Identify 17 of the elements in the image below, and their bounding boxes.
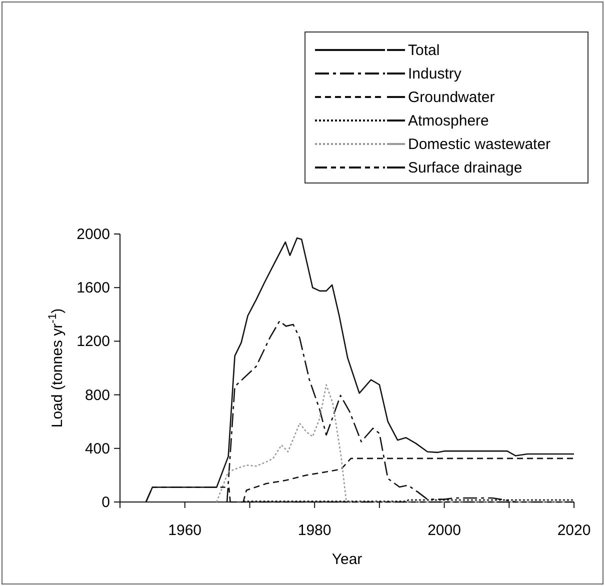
x-tick-label: 1980 [298,522,332,539]
y-tick-label: 2000 [76,226,110,243]
legend-label: Groundwater [408,89,495,106]
legend-label: Industry [408,66,462,82]
x-tick-label: 2020 [557,522,591,539]
y-tick-label: 1600 [76,280,110,297]
legend-label: Total [408,42,440,59]
y-tick-label: 1200 [76,333,110,350]
x-axis-title: Year [332,551,362,568]
x-tick-label: 1960 [168,522,202,539]
x-tick-label: 2000 [428,522,461,539]
legend-label: Domestic wastewater [408,136,551,153]
legend-label: Atmosphere [408,112,489,130]
y-tick-label: 800 [84,386,110,404]
y-tick-label: 400 [84,440,110,458]
y-tick-label: 0 [102,494,110,511]
legend-label: Surface drainage [408,160,522,176]
